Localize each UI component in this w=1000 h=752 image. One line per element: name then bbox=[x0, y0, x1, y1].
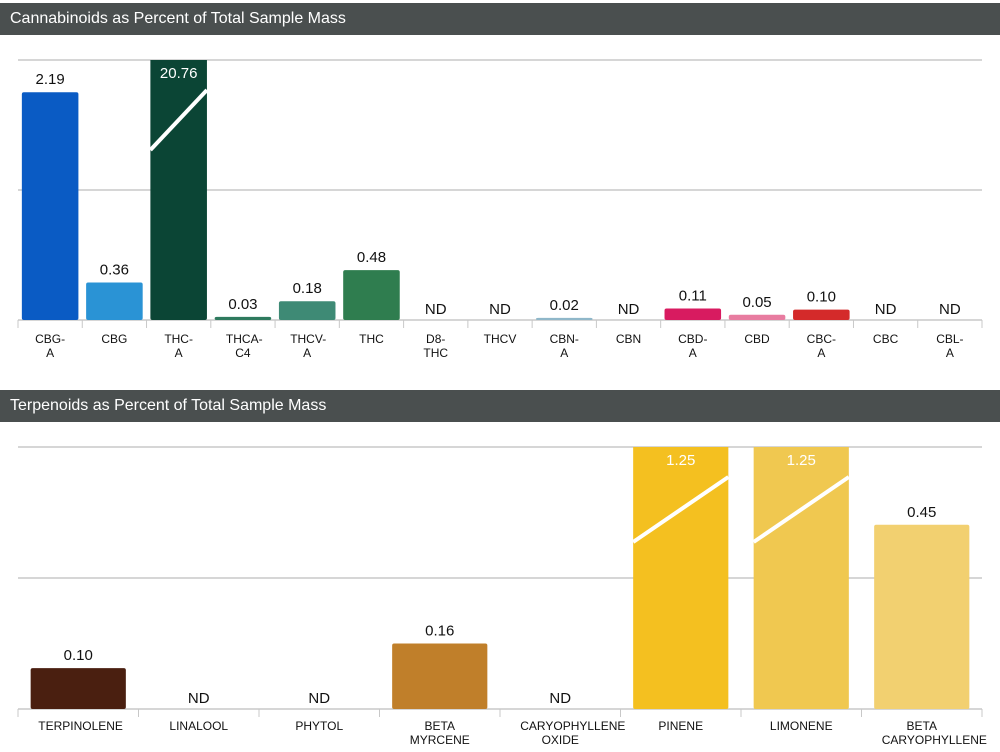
value-label: 1.25 bbox=[787, 452, 816, 469]
value-label: ND bbox=[188, 690, 210, 707]
value-label: 1.25 bbox=[666, 452, 695, 469]
bar bbox=[793, 309, 850, 320]
bar bbox=[633, 447, 729, 709]
value-label: ND bbox=[308, 690, 330, 707]
axis-break bbox=[632, 475, 730, 544]
x-tick-label: CARYOPHYLLENE OXIDE bbox=[520, 719, 626, 747]
x-tick-label: CBC-A bbox=[806, 332, 836, 360]
value-label: 0.48 bbox=[357, 249, 386, 266]
x-tick-label: CBD bbox=[744, 332, 770, 346]
bars bbox=[21, 60, 850, 321]
chart-header bbox=[0, 390, 1000, 422]
chart-title: Cannabinoids as Percent of Total Sample … bbox=[10, 10, 346, 27]
x-tick-label: CBL-A bbox=[936, 332, 964, 360]
bar bbox=[664, 308, 722, 320]
bar bbox=[278, 301, 336, 320]
value-label: 0.36 bbox=[100, 262, 129, 279]
value-label: 2.19 bbox=[36, 71, 65, 88]
value-label: 0.16 bbox=[425, 622, 454, 639]
x-tick-label: THCA-C4 bbox=[225, 332, 263, 360]
x-tick-label: THCV-A bbox=[290, 332, 327, 360]
x-tick-label: CBG bbox=[101, 332, 128, 346]
x-tick-label: THC bbox=[359, 332, 384, 346]
value-label: 20.76 bbox=[160, 65, 198, 82]
chart-header bbox=[0, 3, 1000, 35]
value-label: 0.11 bbox=[679, 288, 707, 305]
bar bbox=[86, 282, 143, 320]
bar bbox=[30, 668, 126, 709]
x-tick-label: CBG-A bbox=[35, 332, 66, 360]
x-tick-label: LINALOOL bbox=[169, 719, 229, 733]
x-tick-label: BETA MYRCENE bbox=[409, 719, 470, 747]
bar bbox=[874, 524, 970, 709]
bar bbox=[214, 316, 272, 320]
value-label: ND bbox=[618, 301, 640, 318]
value-label: ND bbox=[425, 301, 447, 318]
value-label: ND bbox=[549, 690, 571, 707]
value-label: 0.10 bbox=[807, 289, 836, 306]
value-label: ND bbox=[489, 301, 511, 318]
x-tick-label: CBD-A bbox=[678, 332, 708, 360]
value-label: 0.10 bbox=[64, 647, 93, 664]
bar bbox=[21, 92, 79, 321]
x-tick-label: THCV bbox=[483, 332, 517, 346]
x-tick-label: THC-A bbox=[164, 332, 193, 360]
bar bbox=[753, 447, 849, 709]
value-label: 0.03 bbox=[228, 296, 257, 313]
value-label: 0.02 bbox=[550, 297, 579, 314]
x-tick-label: PINENE bbox=[658, 719, 704, 733]
value-label: 0.05 bbox=[742, 294, 771, 311]
bar bbox=[535, 317, 593, 320]
bar bbox=[150, 60, 207, 320]
value-label: ND bbox=[939, 301, 961, 318]
x-tick-label: TERPINOLENE bbox=[38, 719, 123, 733]
x-tick-label: BETA CARYOPHYLLENE bbox=[881, 719, 987, 747]
x-tick-label: CBN-A bbox=[549, 332, 579, 360]
x-tick-label: LIMONENE bbox=[769, 719, 833, 733]
bars bbox=[30, 447, 970, 709]
value-label: ND bbox=[875, 301, 897, 318]
bar bbox=[392, 643, 488, 709]
x-tick-label: CBC bbox=[872, 332, 899, 346]
axis-break bbox=[752, 475, 850, 544]
x-tick-label: D8-THC bbox=[423, 332, 449, 360]
value-label: 0.18 bbox=[293, 280, 322, 297]
chart-title: Terpenoids as Percent of Total Sample Ma… bbox=[10, 397, 326, 414]
value-label: 0.45 bbox=[907, 504, 936, 521]
x-tick-label: PHYTOL bbox=[295, 719, 344, 733]
x-tick-label: CBN bbox=[615, 332, 642, 346]
bar bbox=[343, 270, 400, 320]
axis-break bbox=[148, 88, 209, 152]
bar bbox=[728, 314, 786, 320]
